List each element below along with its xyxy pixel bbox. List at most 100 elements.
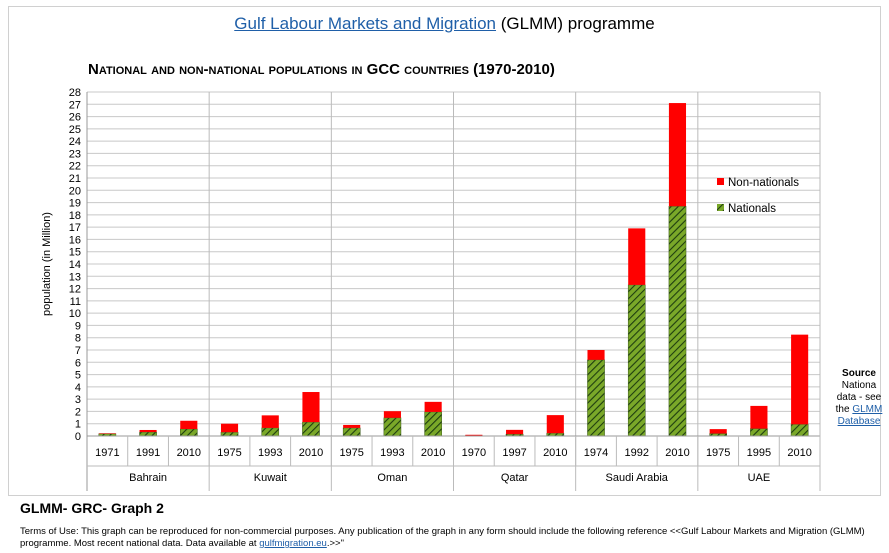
y-tick-label: 19 xyxy=(69,198,81,210)
bar-non-nationals-saudi-arabia-1974 xyxy=(587,350,605,360)
source-note: Source Nationa data - see the GLMM Datab… xyxy=(824,368,889,428)
y-tick-label: 2 xyxy=(75,406,81,418)
x-country-label: Kuwait xyxy=(254,472,287,484)
bar-nationals-bahrain-1991 xyxy=(139,431,157,437)
y-tick-label: 1 xyxy=(75,419,81,431)
x-year-label: 1971 xyxy=(95,447,119,459)
x-year-label: 1975 xyxy=(706,447,730,459)
chart-title: National and non-national populations in… xyxy=(88,61,555,78)
bar-nationals-saudi-arabia-1974 xyxy=(587,359,605,437)
y-tick-label: 14 xyxy=(69,259,81,271)
bar-nationals-saudi-arabia-2010 xyxy=(668,206,687,437)
source-line-3-prefix: the xyxy=(835,404,850,415)
y-tick-label: 13 xyxy=(69,271,81,283)
y-tick-label: 7 xyxy=(75,345,81,357)
x-year-label: 1992 xyxy=(625,447,649,459)
database-link[interactable]: Database xyxy=(837,416,881,427)
x-year-label: 2010 xyxy=(543,447,567,459)
glmm-link[interactable]: Gulf Labour Markets and Migration xyxy=(234,14,497,33)
bar-non-nationals-kuwait-2010 xyxy=(302,392,320,423)
graph-id: GLMM- GRC- Graph 2 xyxy=(20,500,164,516)
bar-non-nationals-bahrain-2010 xyxy=(180,420,198,429)
terms-end: .>>" xyxy=(326,538,344,549)
y-tick-label: 21 xyxy=(69,173,81,185)
bar-nationals-kuwait-1975 xyxy=(220,431,239,437)
bar-non-nationals-oman-1993 xyxy=(383,411,401,418)
x-year-label: 2010 xyxy=(665,447,689,459)
glmm-database-link[interactable]: GLMM xyxy=(852,404,883,415)
y-axis-label: population (in Million) xyxy=(41,212,53,316)
bar-non-nationals-oman-2010 xyxy=(424,401,442,412)
y-tick-label: 27 xyxy=(69,99,81,111)
source-line-1: Nationa xyxy=(841,380,877,391)
bar-nationals-oman-1975 xyxy=(342,427,361,437)
y-tick-label: 12 xyxy=(69,284,81,296)
y-tick-label: 9 xyxy=(75,320,81,332)
legend-swatch-nationals xyxy=(717,204,724,211)
x-year-label: 2010 xyxy=(787,447,811,459)
bar-nationals-uae-1995 xyxy=(750,428,768,437)
bar-non-nationals-qatar-1970 xyxy=(465,434,483,436)
y-tick-label: 4 xyxy=(75,382,81,394)
bar-non-nationals-uae-1975 xyxy=(709,429,727,434)
x-country-label: UAE xyxy=(748,472,771,484)
x-year-label: 1993 xyxy=(258,447,282,459)
x-year-label: 2010 xyxy=(299,447,323,459)
legend-label-nationals: Nationals xyxy=(728,203,776,215)
terms-text: Terms of Use: This graph can be reproduc… xyxy=(20,526,865,549)
x-year-label: 1995 xyxy=(747,447,771,459)
bar-non-nationals-kuwait-1975 xyxy=(220,423,239,433)
y-tick-label: 22 xyxy=(69,161,81,173)
x-year-label: 1970 xyxy=(462,447,486,459)
y-tick-label: 10 xyxy=(69,308,81,320)
y-tick-label: 0 xyxy=(75,431,81,443)
bar-non-nationals-uae-2010 xyxy=(791,334,809,425)
x-year-label: 1993 xyxy=(380,447,404,459)
source-line-2: data - see xyxy=(836,392,882,403)
y-tick-label: 17 xyxy=(69,222,81,234)
bar-nationals-kuwait-2010 xyxy=(302,421,320,437)
bar-nationals-bahrain-2010 xyxy=(180,428,198,437)
x-year-label: 2010 xyxy=(421,447,445,459)
y-tick-label: 16 xyxy=(69,234,81,246)
y-tick-label: 20 xyxy=(69,185,81,197)
terms-of-use: Terms of Use: This graph can be reproduc… xyxy=(20,526,880,550)
y-tick-label: 18 xyxy=(69,210,81,222)
y-tick-label: 23 xyxy=(69,148,81,160)
x-year-label: 1997 xyxy=(502,447,526,459)
x-year-label: 1975 xyxy=(339,447,363,459)
bar-nationals-kuwait-1993 xyxy=(261,427,280,437)
x-year-label: 1974 xyxy=(584,447,608,459)
x-year-label: 1975 xyxy=(217,447,241,459)
bar-non-nationals-qatar-2010 xyxy=(546,415,564,434)
bar-non-nationals-saudi-arabia-1992 xyxy=(628,228,646,285)
bar-non-nationals-saudi-arabia-2010 xyxy=(668,103,687,207)
y-tick-label: 26 xyxy=(69,112,81,124)
y-tick-label: 6 xyxy=(75,357,81,369)
gulfmigration-link[interactable]: gulfmigration.eu xyxy=(259,538,327,549)
header-rest-text: (GLMM) programme xyxy=(500,14,655,33)
y-tick-label: 11 xyxy=(70,296,81,308)
bar-nationals-oman-1993 xyxy=(383,417,402,437)
chart-svg: National and non-national populations in… xyxy=(41,61,821,491)
bar-nationals-uae-2010 xyxy=(790,424,809,437)
bar-non-nationals-bahrain-1991 xyxy=(139,429,157,433)
x-country-label: Bahrain xyxy=(129,472,167,484)
legend-swatch-non-nationals xyxy=(717,178,724,185)
y-tick-label: 28 xyxy=(69,87,81,99)
x-year-label: 2010 xyxy=(177,447,201,459)
source-title: Source xyxy=(842,368,876,379)
x-country-label: Oman xyxy=(377,472,407,484)
y-tick-label: 25 xyxy=(69,124,81,136)
bar-non-nationals-kuwait-1993 xyxy=(261,415,279,428)
x-country-label: Qatar xyxy=(501,472,529,484)
legend-label-non-nationals: Non-nationals xyxy=(728,177,799,189)
y-tick-label: 15 xyxy=(69,247,81,259)
x-year-label: 1991 xyxy=(136,447,160,459)
bar-non-nationals-qatar-1997 xyxy=(506,429,524,435)
y-tick-label: 3 xyxy=(75,394,81,406)
bar-non-nationals-oman-1975 xyxy=(343,424,361,428)
bar-non-nationals-uae-1995 xyxy=(750,405,768,429)
y-tick-label: 8 xyxy=(75,333,81,345)
y-tick-label: 24 xyxy=(69,136,81,148)
